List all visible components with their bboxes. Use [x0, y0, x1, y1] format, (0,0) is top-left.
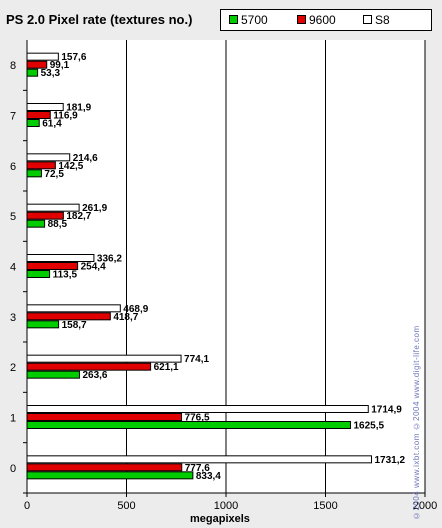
bar-9600-2	[26, 362, 152, 371]
bar-5700-8	[26, 68, 39, 77]
data-label-9600-0: 777,6	[185, 463, 210, 474]
data-label-5700-1: 1625,5	[353, 421, 384, 432]
legend-swatch-s8	[363, 15, 372, 24]
legend-swatch-5700	[229, 15, 238, 24]
data-label-5700-5: 88,5	[48, 219, 68, 230]
data-label-9600-8: 99,1	[50, 60, 70, 71]
bar-5700-5	[26, 219, 46, 228]
bar-5700-2	[26, 370, 80, 379]
bar-s8-2	[26, 354, 182, 363]
data-label-9600-1: 776,5	[185, 413, 210, 424]
bar-s8-3	[26, 304, 121, 313]
data-label-s8-4: 336,2	[97, 254, 122, 265]
x-tick-label-1500: 1500	[313, 500, 337, 512]
data-label-s8-0: 1731,2	[375, 455, 406, 466]
y-tick-label-0: 0	[10, 463, 16, 475]
chart-title: PS 2.0 Pixel rate (textures no.)	[6, 12, 193, 27]
bar-5700-4	[26, 270, 51, 278]
bar-s8-5	[26, 203, 80, 212]
chart-legend: 5700 9600 S8	[220, 9, 432, 31]
bar-s8-4	[26, 254, 95, 262]
bar-9600-8	[26, 60, 48, 69]
y-tick-label-7: 7	[10, 111, 16, 123]
data-label-5700-2: 263,6	[82, 370, 107, 381]
x-tick-label-0: 0	[24, 500, 30, 512]
bar-5700-7	[26, 119, 40, 127]
y-tick-label-3: 3	[10, 312, 16, 324]
bar-s8-6	[26, 153, 71, 162]
legend-label-s8: S8	[375, 13, 390, 27]
data-label-9600-2: 621,1	[154, 362, 179, 373]
x-tick-label-1000: 1000	[214, 500, 238, 512]
data-label-5700-3: 158,7	[62, 320, 87, 331]
y-tick-label-1: 1	[10, 413, 16, 425]
x-tick-label-500: 500	[117, 500, 135, 512]
bar-s8-7	[26, 103, 64, 111]
watermark: ©2004 www.ixbt.com ©2004 www.digit-life.…	[412, 325, 421, 520]
data-label-5700-7: 61,4	[42, 119, 62, 130]
y-tick-label-8: 8	[10, 60, 16, 72]
data-label-9600-7: 116,9	[53, 111, 78, 122]
bar-9600-0	[26, 463, 183, 472]
data-label-9600-4: 254,4	[81, 262, 106, 273]
bar-9600-3	[26, 312, 111, 321]
data-label-5700-0: 833,4	[196, 471, 221, 482]
y-tick-label-6: 6	[10, 161, 16, 173]
bar-s8-0	[26, 455, 373, 464]
bar-5700-1	[26, 421, 351, 429]
data-label-5700-4: 113,5	[53, 270, 78, 281]
data-label-5700-8: 53,3	[41, 68, 61, 79]
x-tick-label-2000: 2000	[413, 500, 437, 512]
bar-s8-8	[26, 52, 59, 61]
bar-9600-6	[26, 161, 56, 170]
y-tick-label-2: 2	[10, 362, 16, 374]
bar-9600-4	[26, 262, 79, 270]
bar-9600-7	[26, 111, 51, 119]
x-axis-label: megapixels	[190, 513, 250, 525]
legend-label-5700: 5700	[241, 13, 268, 27]
bar-s8-1	[26, 405, 369, 413]
data-label-s8-7: 181,9	[66, 103, 91, 114]
y-tick-label-5: 5	[10, 211, 16, 223]
bar-9600-5	[26, 211, 64, 220]
data-label-s8-1: 1714,9	[371, 405, 402, 416]
legend-label-9600: 9600	[309, 13, 336, 27]
data-label-s8-8: 157,6	[61, 52, 86, 63]
bar-5700-0	[26, 471, 194, 480]
data-label-9600-6: 142,5	[58, 161, 83, 172]
data-label-s8-3: 468,9	[123, 304, 148, 315]
data-label-s8-2: 774,1	[184, 354, 209, 365]
legend-swatch-9600	[297, 15, 306, 24]
bar-9600-1	[26, 413, 183, 421]
y-tick-label-4: 4	[10, 262, 16, 274]
data-label-s8-5: 261,9	[82, 203, 107, 214]
data-label-5700-6: 72,5	[44, 169, 64, 180]
bar-5700-6	[26, 169, 42, 178]
data-label-9600-3: 418,7	[113, 312, 138, 323]
data-label-9600-5: 182,7	[66, 211, 91, 222]
bar-5700-3	[26, 320, 60, 329]
data-label-s8-6: 214,6	[73, 153, 98, 164]
